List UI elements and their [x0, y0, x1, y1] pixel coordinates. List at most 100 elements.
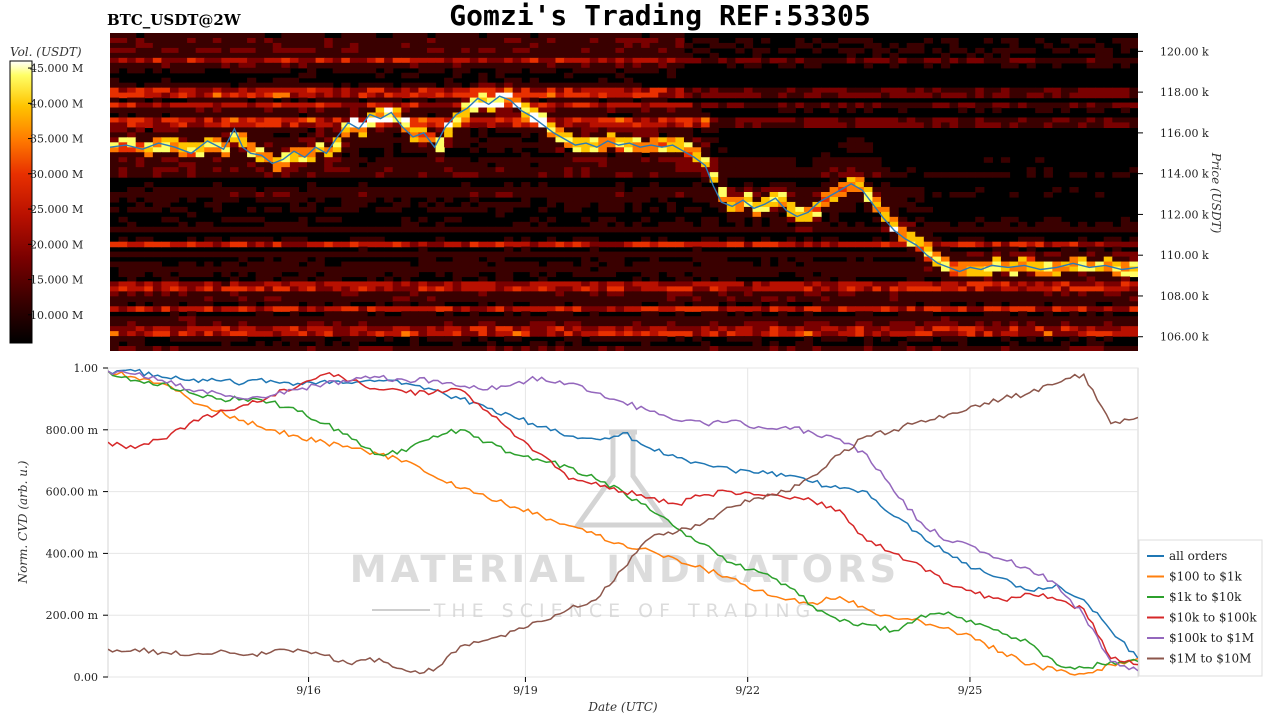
heatmap-cell: [349, 152, 360, 158]
heatmap-cell: [983, 291, 993, 297]
heatmap-cell: [821, 281, 831, 288]
heatmap-cell: [915, 187, 925, 193]
heatmap-cell: [1018, 236, 1028, 243]
heatmap-cell: [821, 206, 831, 213]
heatmap-cell: [1112, 172, 1122, 178]
heatmap-cell: [247, 162, 257, 168]
heatmap-cell: [426, 127, 437, 133]
heatmap-cell: [341, 192, 351, 198]
heatmap-cell: [906, 251, 916, 258]
heatmap-cell: [1035, 117, 1045, 124]
heatmap-cell: [581, 326, 591, 332]
heatmap-cell: [863, 37, 874, 44]
heatmap-cell: [872, 236, 882, 243]
heatmap-cell: [418, 246, 428, 253]
heatmap-cell: [615, 147, 625, 153]
heatmap-cell: [949, 336, 959, 342]
heatmap-cell: [444, 77, 454, 84]
heatmap-cell: [598, 221, 608, 228]
heatmap-cell: [872, 42, 882, 49]
heatmap-cell: [564, 286, 574, 292]
heatmap-cell: [675, 33, 685, 39]
heatmap-cell: [110, 122, 120, 129]
heatmap-cell: [161, 57, 171, 64]
heatmap-cell: [495, 306, 505, 312]
heatmap-cell: [349, 286, 360, 292]
heatmap-cell: [641, 331, 651, 337]
heatmap-cell: [367, 132, 377, 138]
heatmap-cell: [247, 306, 257, 312]
heatmap-cell: [898, 226, 908, 233]
heatmap-cell: [272, 226, 282, 233]
heatmap-cell: [281, 57, 291, 64]
heatmap-cell: [409, 172, 419, 178]
heatmap-cell: [598, 187, 608, 193]
heatmap-cell: [906, 331, 916, 337]
heatmap-cell: [666, 107, 676, 114]
heatmap-cell: [307, 331, 317, 337]
heatmap-cell: [983, 266, 993, 273]
heatmap-cell: [229, 286, 240, 292]
heatmap-cell: [555, 97, 565, 104]
heatmap-cell: [409, 107, 419, 114]
heatmap-cell: [521, 142, 531, 148]
heatmap-cell: [152, 251, 162, 258]
heatmap-cell: [444, 226, 454, 233]
heatmap-cell: [949, 87, 959, 94]
heatmap-cell: [426, 62, 437, 69]
heatmap-cell: [255, 306, 265, 312]
heatmap-cell: [975, 316, 985, 322]
heatmap-cell: [829, 57, 839, 64]
heatmap-cell: [152, 142, 162, 148]
heatmap-cell: [367, 286, 377, 292]
heatmap-cell: [1129, 122, 1138, 129]
heatmap-cell: [1112, 236, 1122, 243]
heatmap-cell: [1086, 336, 1096, 342]
heatmap-cell: [624, 316, 634, 322]
heatmap-cell: [838, 316, 848, 322]
heatmap-cell: [161, 167, 171, 173]
heatmap-cell: [349, 47, 360, 54]
heatmap-cell: [803, 92, 814, 99]
heatmap-cell: [161, 152, 171, 158]
heatmap-cell: [718, 226, 728, 233]
heatmap-cell: [572, 147, 582, 153]
heatmap-cell: [692, 187, 702, 193]
heatmap-cell: [821, 331, 831, 337]
heatmap-cell: [666, 122, 676, 129]
heatmap-cell: [418, 33, 428, 39]
heatmap-cell: [144, 42, 154, 49]
heatmap-cell: [238, 286, 248, 292]
heatmap-cell: [795, 316, 805, 322]
heatmap-cell: [743, 286, 754, 292]
heatmap-cell: [538, 87, 548, 94]
heatmap-cell: [915, 281, 925, 288]
heatmap-cell: [221, 216, 231, 223]
heatmap-cell: [992, 261, 1002, 268]
heatmap-cell: [152, 82, 162, 89]
heatmap-cell: [786, 306, 796, 312]
heatmap-cell: [846, 226, 856, 233]
heatmap-cell: [906, 236, 916, 243]
heatmap-cell: [881, 281, 891, 288]
heatmap-cell: [195, 33, 205, 39]
heatmap-cell: [581, 62, 591, 69]
heatmap-cell: [1026, 87, 1036, 94]
heatmap-cell: [187, 147, 197, 153]
heatmap-cell: [1035, 296, 1045, 302]
heatmap-cell: [889, 87, 899, 94]
heatmap-cell: [298, 266, 308, 273]
heatmap-cell: [375, 226, 385, 233]
heatmap-cell: [932, 261, 942, 268]
heatmap-cell: [701, 221, 711, 228]
heatmap-cell: [1018, 117, 1028, 124]
heatmap-cell: [152, 157, 162, 163]
heatmap-cell: [358, 187, 368, 193]
heatmap-cell: [1060, 226, 1071, 233]
heatmap-cell: [546, 52, 557, 59]
heatmap-cell: [204, 172, 214, 178]
heatmap-cell: [829, 196, 839, 203]
heatmap-cell: [572, 321, 582, 327]
heatmap-cell: [418, 162, 428, 168]
heatmap-cell: [898, 102, 908, 109]
